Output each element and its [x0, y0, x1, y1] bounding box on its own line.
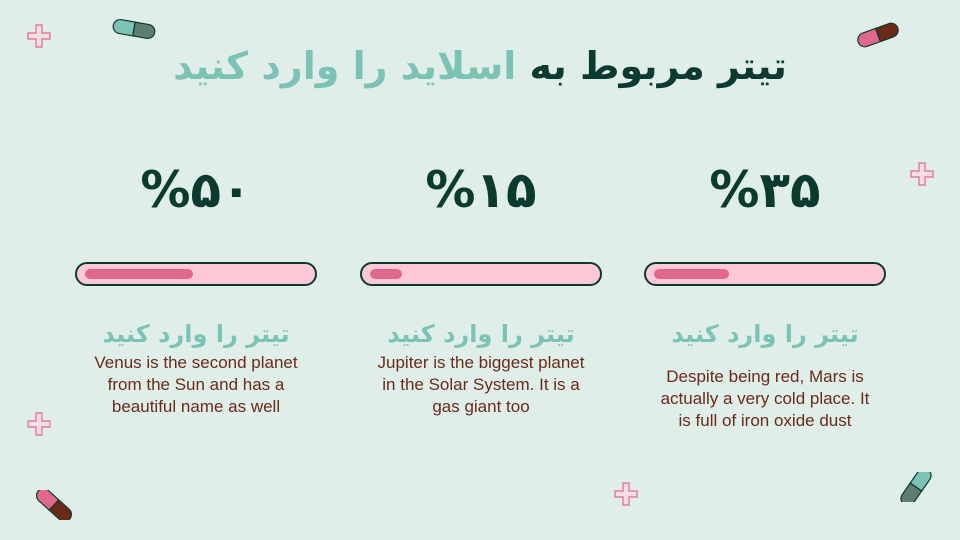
stat-column-venus: %۵۰ تیتر را وارد کنید Venus is the secon…	[74, 150, 318, 418]
pill-icon	[857, 22, 899, 48]
column-description: Jupiter is the biggest planet in the Sol…	[377, 353, 585, 416]
slide-title: تیتر مربوط به اسلاید را وارد کنید	[0, 44, 960, 88]
column-description: Venus is the second planet from the Sun …	[94, 353, 298, 416]
pill-icon	[112, 19, 156, 39]
column-description: Despite being red, Mars is actually a ve…	[660, 367, 870, 430]
progress-fill	[370, 269, 402, 279]
column-title: تیتر را وارد کنید	[671, 320, 859, 348]
stat-column-mars: %۳۵ تیتر را وارد کنید Despite being red,…	[643, 150, 887, 432]
stat-column-jupiter: %۱۵ تیتر را وارد کنید Jupiter is the big…	[359, 150, 603, 418]
column-title: تیتر را وارد کنید	[102, 320, 290, 348]
progress-bar	[75, 262, 317, 286]
plus-icon	[614, 482, 638, 506]
title-accent-part: اسلاید را وارد کنید	[173, 44, 517, 88]
plus-icon	[27, 412, 51, 436]
percent-label: %۱۵	[425, 161, 537, 219]
column-title: تیتر را وارد کنید	[387, 320, 575, 348]
plus-icon	[910, 162, 934, 186]
progress-bar	[360, 262, 602, 286]
progress-fill	[654, 269, 729, 279]
pill-icon	[36, 490, 72, 520]
progress-bar	[644, 262, 886, 286]
pill-icon	[900, 472, 932, 502]
percent-label: %۵۰	[140, 161, 252, 219]
plus-icon	[27, 24, 51, 48]
percent-label: %۳۵	[709, 161, 821, 219]
progress-fill	[85, 269, 193, 279]
title-dark-part: تیتر مربوط به	[529, 44, 787, 88]
